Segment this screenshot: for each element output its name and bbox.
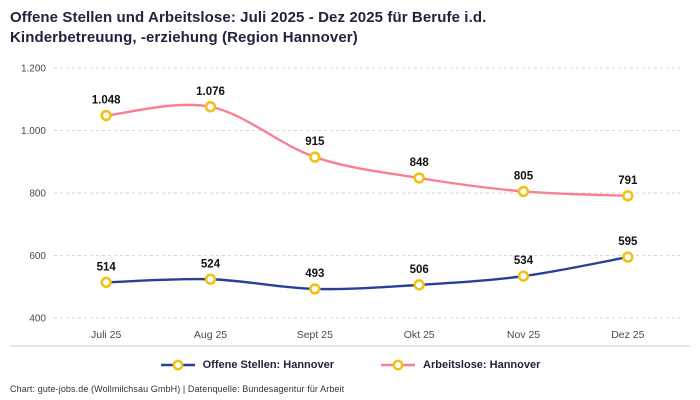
data-label: 493 xyxy=(305,268,324,280)
data-point-marker xyxy=(100,276,112,288)
x-tick-label: Nov 25 xyxy=(507,329,540,341)
data-label: 848 xyxy=(410,157,430,169)
data-point-marker xyxy=(622,250,634,263)
data-point-marker xyxy=(309,150,321,163)
data-point-marker xyxy=(622,189,634,202)
legend-swatch xyxy=(160,359,195,371)
legend-label: Arbeitslose: Hannover xyxy=(423,359,541,372)
data-point-marker xyxy=(204,100,217,113)
y-tick-label: 600 xyxy=(29,251,46,262)
data-point-marker xyxy=(309,282,321,295)
series-line xyxy=(104,103,630,197)
data-label: 915 xyxy=(305,136,325,148)
data-label: 534 xyxy=(514,255,534,267)
x-tick-label: Aug 25 xyxy=(194,329,227,341)
legend-label: Offene Stellen: Hannover xyxy=(202,359,335,372)
data-label: 1.048 xyxy=(92,94,121,106)
y-tick-label: 1.200 xyxy=(21,63,46,74)
y-tick-label: 400 xyxy=(29,313,46,324)
data-point-marker xyxy=(517,270,530,282)
legend: Offene Stellen: Hannover Arbeitslose: Han… xyxy=(10,357,690,374)
chart-footer: Chart: gute-jobs.de (Wollmilchsau GmbH) … xyxy=(10,384,345,394)
data-point-marker xyxy=(517,185,530,197)
x-tick-label: Sept 25 xyxy=(297,329,333,341)
data-label: 805 xyxy=(514,170,534,182)
data-point-marker xyxy=(204,273,217,285)
data-label: 595 xyxy=(618,236,638,248)
data-label: 791 xyxy=(618,174,638,186)
chart-title: Offene Stellen und Arbeitslose: Juli 202… xyxy=(10,9,487,46)
x-tick-label: Juli 25 xyxy=(91,329,122,341)
y-tick-label: 1.000 xyxy=(21,126,46,137)
data-label: 506 xyxy=(410,263,429,275)
series-line xyxy=(104,255,630,290)
y-tick-label: 800 xyxy=(29,188,46,199)
data-point-marker xyxy=(413,278,425,291)
data-label: 524 xyxy=(201,258,221,270)
legend-swatch xyxy=(381,359,416,371)
data-point-marker xyxy=(100,109,112,121)
data-label: 1.076 xyxy=(196,85,225,97)
line-chart: 400 600 800 1.000 1.200 Juli 25 Aug 25 Sept 25 O… xyxy=(10,52,690,353)
chart-canvas: 400 600 800 1.000 1.200 Juli 25 Aug 25 Sept 25 O… xyxy=(10,63,690,347)
legend-item: Offene Stellen: Hannover xyxy=(160,358,334,372)
legend-item: Arbeitslose: Hannover xyxy=(380,358,540,372)
x-tick-label: Dez 25 xyxy=(611,329,644,341)
x-tick-label: Okt 25 xyxy=(404,329,435,341)
data-label: 514 xyxy=(97,261,117,273)
data-point-marker xyxy=(413,171,425,184)
